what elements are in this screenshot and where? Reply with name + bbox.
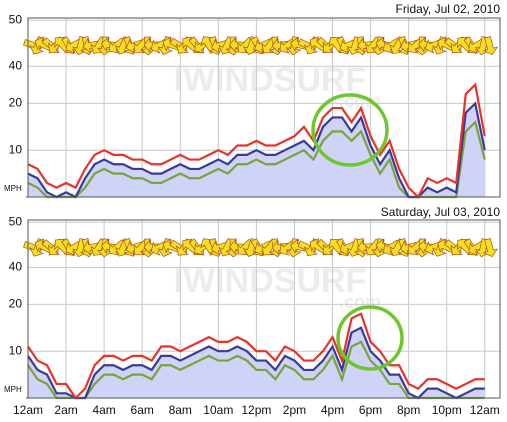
x-tick-label: 10am (203, 403, 233, 417)
y-tick-label: 20 (9, 297, 23, 311)
chart-title: Saturday, Jul 03, 2010 (381, 205, 501, 219)
x-tick-label: 4am (92, 403, 115, 417)
wind-arrow (482, 238, 499, 258)
watermark: IWINDSURF (174, 262, 367, 300)
x-tick-label: 10pm (432, 403, 462, 417)
y-tick-label: 10 (9, 343, 23, 357)
x-tick-label: 6am (131, 403, 154, 417)
watermark: IWINDSURF (174, 61, 367, 99)
wind-arrow (482, 36, 499, 56)
highlight-circle (336, 305, 404, 371)
x-tick-label: 12am (470, 403, 500, 417)
plot-border (27, 219, 501, 399)
highlight-circle (311, 93, 389, 167)
chart-title: Friday, Jul 02, 2010 (395, 2, 500, 16)
area (28, 327, 485, 398)
y-tick-label: 10 (9, 142, 23, 156)
x-tick-label: 4pm (321, 403, 344, 417)
y-tick-label: 40 (9, 260, 23, 274)
x-tick-label: 2pm (283, 403, 306, 417)
y-tick-label: MPH (4, 184, 22, 193)
x-tick-label: 12am (13, 403, 43, 417)
series-line (27, 326, 485, 400)
y-tick-label: 20 (9, 96, 23, 110)
x-tick-label: 8pm (397, 403, 420, 417)
series-line (27, 82, 486, 199)
y-tick-label: 50 (9, 214, 23, 228)
x-tick-label: 12pm (241, 403, 271, 417)
y-tick-label: 50 (9, 12, 23, 26)
series-line (27, 312, 485, 400)
x-tick-label: 8am (169, 403, 192, 417)
x-tick-label: 6pm (359, 403, 382, 417)
y-tick-label: 40 (9, 58, 23, 72)
plot-border (27, 17, 501, 198)
y-tick-label: MPH (4, 385, 22, 394)
x-tick-label: 2am (54, 403, 77, 417)
